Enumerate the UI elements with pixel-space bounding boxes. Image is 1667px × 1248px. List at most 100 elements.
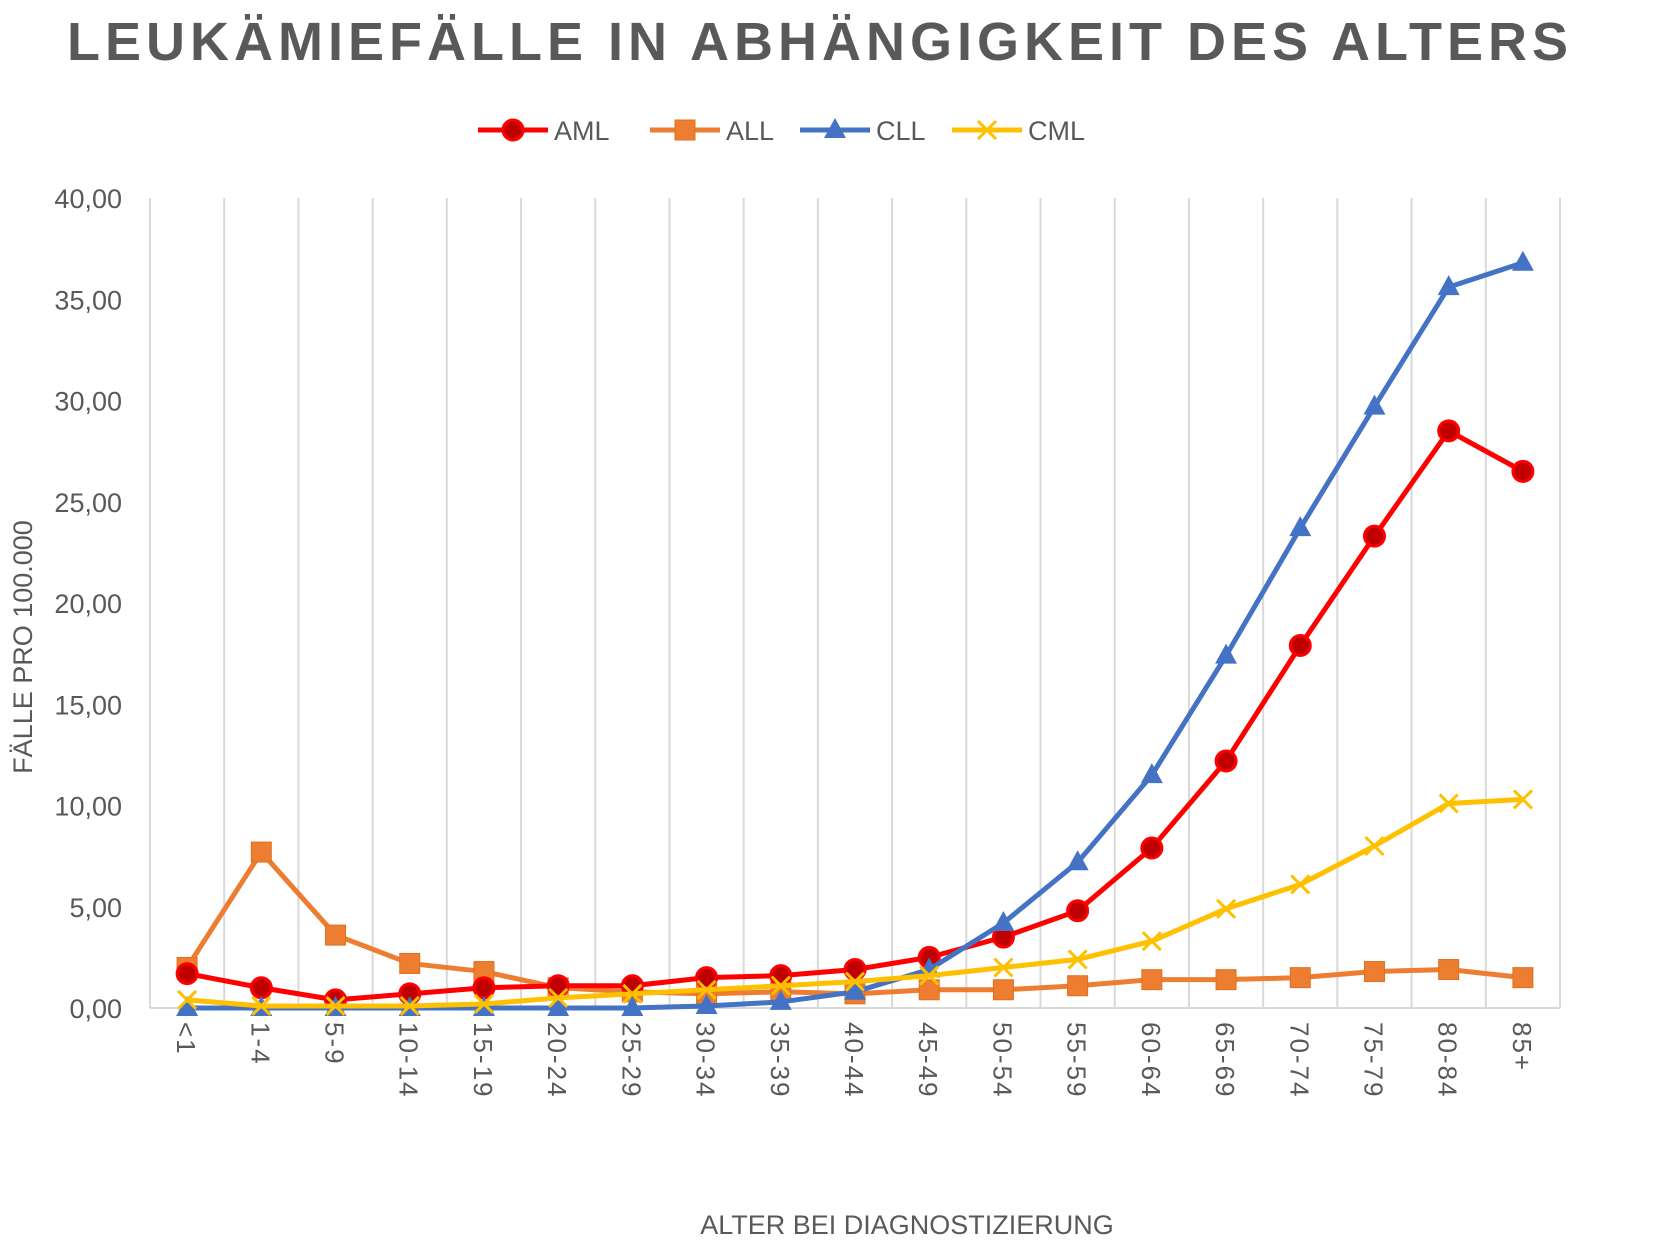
data-point-x xyxy=(1290,874,1311,895)
data-point-circle xyxy=(769,964,793,988)
y-tick-label: 35,00 xyxy=(54,285,122,315)
x-tick-label: 15-19 xyxy=(468,1022,498,1099)
data-point-circle xyxy=(1066,899,1090,923)
data-point-circle xyxy=(249,976,273,1000)
x-tick-label: 80-84 xyxy=(1433,1022,1463,1099)
data-point-square xyxy=(1363,961,1385,983)
data-point-x xyxy=(622,983,643,1004)
data-point-triangle xyxy=(1511,250,1534,271)
x-axis-title: ALTER BEI DIAGNOSTIZIERUNG xyxy=(700,1210,1114,1240)
data-point-triangle xyxy=(1215,643,1238,664)
data-point-circle xyxy=(501,118,525,142)
series-layer xyxy=(175,250,1535,1017)
data-point-triangle xyxy=(769,989,792,1010)
y-tick-label: 40,00 xyxy=(54,184,122,214)
data-point-triangle xyxy=(844,979,866,1000)
data-point-x xyxy=(399,995,420,1017)
chart-title: LEUKÄMIEFÄLLE IN ABHÄNGIGKEIT DES ALTERS xyxy=(67,12,1573,72)
x-tick-label: 85+ xyxy=(1507,1022,1537,1072)
data-point-triangle xyxy=(1437,275,1460,296)
data-point-square xyxy=(250,841,272,863)
y-tick-label: 10,00 xyxy=(54,792,122,822)
data-point-triangle xyxy=(824,118,846,138)
data-point-x xyxy=(473,993,495,1015)
legend-item-cll: CLL xyxy=(800,116,926,146)
data-point-square xyxy=(1438,959,1460,981)
data-point-x xyxy=(1141,931,1162,952)
y-tick-label: 20,00 xyxy=(54,589,122,619)
data-point-square xyxy=(992,979,1014,1001)
x-tick-label: 70-74 xyxy=(1284,1022,1314,1099)
y-axis-title: FÄLLE PRO 100.000 xyxy=(8,520,38,774)
x-tick-label: 50-54 xyxy=(987,1022,1017,1099)
data-point-circle xyxy=(1362,524,1386,548)
data-point-x xyxy=(1215,898,1237,919)
data-point-square xyxy=(325,924,347,946)
data-point-x xyxy=(548,987,569,1008)
x-tick-label: 65-69 xyxy=(1210,1022,1240,1099)
series-cml xyxy=(177,789,1533,1017)
data-point-triangle xyxy=(695,993,718,1014)
data-point-triangle xyxy=(621,996,644,1016)
y-tick-label: 15,00 xyxy=(54,690,122,720)
data-point-square xyxy=(1067,975,1089,997)
data-point-triangle xyxy=(547,996,570,1016)
x-tick-label: 10-14 xyxy=(394,1022,424,1099)
data-point-x xyxy=(696,979,717,1000)
x-tick-label: 30-34 xyxy=(691,1022,721,1099)
x-axis: <1 1-4 5-9 10-14 15-19 20-24 25-29 30-34 35-39 40… xyxy=(150,1007,1560,1099)
data-point-circle xyxy=(1437,419,1461,443)
data-point-triangle xyxy=(1066,850,1089,871)
data-point-triangle xyxy=(1140,763,1163,784)
data-point-x xyxy=(919,965,940,986)
legend-label: ALL xyxy=(726,116,774,146)
data-point-circle xyxy=(175,962,199,986)
data-point-circle xyxy=(1140,836,1164,860)
data-point-x xyxy=(844,971,866,992)
data-point-triangle xyxy=(1363,394,1386,415)
data-point-square xyxy=(1141,969,1163,991)
data-point-square xyxy=(399,952,421,974)
data-point-triangle xyxy=(176,996,199,1016)
data-point-x xyxy=(251,995,272,1017)
x-tick-label: 25-29 xyxy=(616,1022,646,1099)
x-tick-label: 1-4 xyxy=(245,1022,275,1066)
data-point-x xyxy=(1364,835,1385,857)
data-point-circle xyxy=(1288,634,1312,658)
y-tick-label: 0,00 xyxy=(69,994,122,1024)
data-point-square xyxy=(1512,967,1534,989)
x-tick-label: 55-59 xyxy=(1062,1022,1092,1099)
x-tick-label: <1 xyxy=(171,1022,201,1056)
data-point-x xyxy=(993,957,1014,978)
legend-item-aml: AML xyxy=(478,116,610,146)
series-aml xyxy=(175,419,1535,1012)
legend-label: CLL xyxy=(876,116,926,146)
data-point-square xyxy=(1289,967,1311,989)
series-all xyxy=(176,841,1534,1005)
x-tick-label: 5-9 xyxy=(320,1022,350,1066)
y-tick-label: 5,00 xyxy=(69,893,122,923)
data-point-x xyxy=(1438,793,1459,814)
y-axis: 0,00 5,00 10,00 15,00 20,00 25,00 30,00 35,00 40… xyxy=(54,184,122,1024)
x-tick-label: 60-64 xyxy=(1136,1022,1166,1099)
legend-label: AML xyxy=(554,116,610,146)
data-point-x xyxy=(325,995,346,1017)
data-point-x xyxy=(976,119,998,141)
chart-legend: AML ALL CLL CML xyxy=(478,116,1085,146)
y-tick-label: 30,00 xyxy=(54,387,122,417)
data-point-x xyxy=(1512,789,1533,810)
data-point-circle xyxy=(1214,749,1238,773)
data-point-x xyxy=(770,975,791,996)
data-point-square xyxy=(674,119,696,141)
x-tick-label: 40-44 xyxy=(839,1022,869,1099)
y-tick-label: 25,00 xyxy=(54,488,122,518)
data-point-triangle xyxy=(1289,516,1312,537)
data-point-square xyxy=(1215,969,1237,991)
data-point-x xyxy=(177,989,198,1010)
data-point-square xyxy=(918,979,940,1001)
data-point-triangle xyxy=(992,910,1015,931)
data-point-circle xyxy=(472,976,496,1000)
legend-label: CML xyxy=(1028,116,1085,146)
